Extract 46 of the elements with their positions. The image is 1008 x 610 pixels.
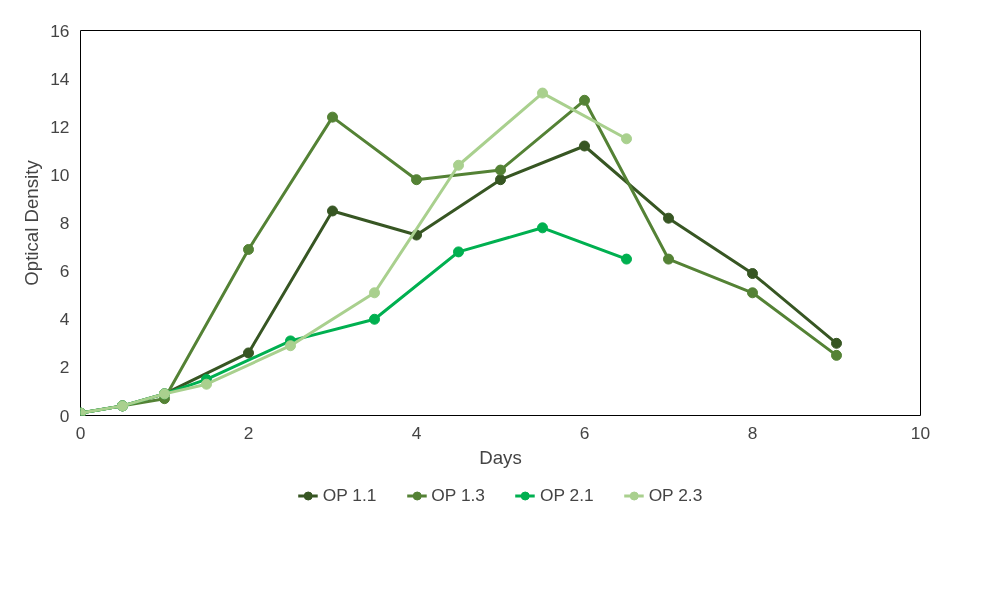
point [537, 87, 548, 99]
point [243, 243, 254, 255]
y-tick-label: 8 [59, 213, 70, 233]
y-tick-label: 12 [50, 116, 70, 137]
point [747, 268, 758, 280]
point [831, 337, 842, 349]
x-axis-title: Days [479, 446, 522, 468]
x-tick-label: 6 [579, 422, 590, 443]
x-tick-label: 2 [243, 422, 254, 443]
y-tick-label: 0 [59, 405, 70, 426]
point [663, 212, 674, 224]
legend-label: OP 1.3 [431, 484, 485, 506]
legend-label: OP 2.1 [540, 484, 594, 506]
x-tick-label: 8 [747, 422, 758, 443]
point [579, 94, 590, 106]
x-tick-label: 10 [910, 422, 931, 443]
y-tick-label: 16 [50, 20, 70, 41]
point [201, 378, 212, 390]
x-tick-label: 4 [411, 422, 422, 443]
y-tick-label: 10 [50, 164, 70, 185]
point [411, 174, 422, 186]
point [285, 340, 296, 352]
point [327, 111, 338, 123]
point [495, 164, 506, 176]
y-axis-title: Optical Density [21, 159, 43, 286]
point [747, 287, 758, 299]
x-tick-label: 0 [75, 422, 86, 443]
point [327, 205, 338, 217]
point [663, 253, 674, 265]
point [537, 222, 548, 234]
point [579, 140, 590, 152]
legend-label: OP 2.3 [648, 484, 703, 506]
point [453, 159, 464, 171]
point [495, 174, 506, 186]
point [831, 349, 842, 361]
y-tick-label: 14 [50, 68, 70, 89]
point [621, 133, 632, 145]
point [453, 246, 464, 258]
y-tick-label: 4 [59, 309, 70, 330]
point [243, 347, 254, 359]
y-tick-label: 6 [59, 261, 70, 282]
point [369, 287, 380, 299]
y-tick-label: 2 [59, 357, 70, 378]
point [369, 313, 380, 325]
legend-label: OP 1.1 [322, 484, 377, 506]
point [621, 253, 632, 265]
